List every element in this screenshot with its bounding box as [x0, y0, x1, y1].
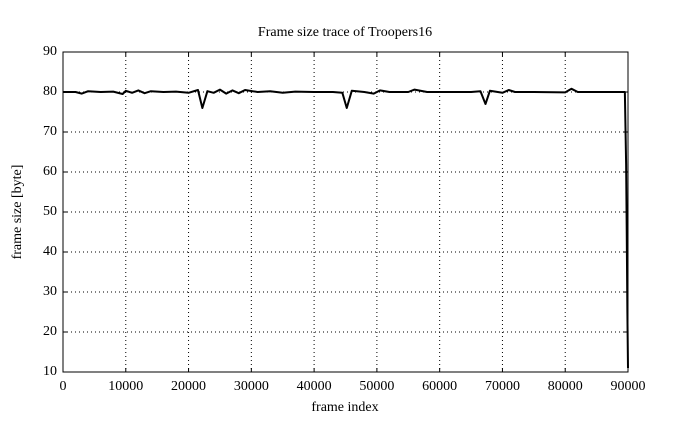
y-tick-label: 60	[43, 164, 57, 179]
y-tick-label: 50	[43, 204, 57, 219]
y-tick-label: 30	[43, 284, 57, 299]
x-tick-label: 80000	[548, 379, 583, 394]
y-tick-label: 20	[43, 324, 57, 339]
x-tick-label: 10000	[108, 379, 143, 394]
x-tick-label: 70000	[485, 379, 520, 394]
x-tick-label: 50000	[359, 379, 394, 394]
y-tick-label: 80	[43, 84, 57, 99]
y-tick-label: 70	[43, 124, 57, 139]
y-tick-label: 40	[43, 244, 57, 259]
y-axis-label: frame size [byte]	[10, 165, 25, 260]
x-tick-label: 40000	[297, 379, 332, 394]
x-axis-label: frame index	[311, 400, 378, 415]
data-line	[63, 87, 629, 369]
y-tick-label: 10	[43, 364, 57, 379]
x-tick-label: 0	[60, 379, 67, 394]
x-tick-label: 60000	[422, 379, 457, 394]
x-tick-label: 90000	[611, 379, 646, 394]
x-tick-label: 30000	[234, 379, 269, 394]
y-tick-label: 90	[43, 44, 57, 59]
chart-title: Frame size trace of Troopers16	[258, 25, 432, 40]
x-tick-label: 20000	[171, 379, 206, 394]
